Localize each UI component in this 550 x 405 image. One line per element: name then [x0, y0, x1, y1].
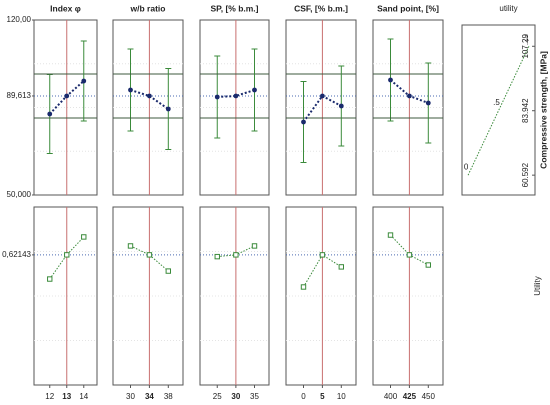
x-tick-label: 34 — [145, 392, 154, 401]
point — [127, 243, 134, 249]
point — [233, 93, 239, 99]
x-tick-label: 30 — [126, 392, 135, 401]
panel-title: Sand point, [%] — [377, 3, 439, 13]
x-tick-label: 12 — [45, 392, 54, 401]
x-tick-label: 38 — [164, 392, 173, 401]
x-tick-label: 13 — [62, 392, 71, 401]
point — [147, 93, 152, 99]
utility-line — [49, 236, 85, 280]
point — [387, 232, 394, 238]
panel — [112, 206, 184, 386]
panel-title: w/b ratio — [130, 3, 166, 13]
x-tick-label: 400 — [384, 392, 398, 401]
panel-title: CSF, [% b.m.] — [294, 3, 348, 13]
point — [319, 252, 326, 258]
utility-level-label: .5 — [493, 98, 500, 107]
panel — [33, 206, 98, 386]
y-tick-label: 89,613 — [7, 91, 32, 100]
x-tick-label: 14 — [79, 392, 88, 401]
point — [251, 243, 258, 249]
utility-level-label: 0 — [464, 162, 469, 171]
panel — [199, 19, 270, 196]
x-tick-label: 450 — [422, 392, 436, 401]
x-tick-label: 10 — [337, 392, 346, 401]
y-tick-label: 0,62143 — [2, 250, 31, 259]
point — [165, 106, 171, 112]
y-tick-label: 120,00 — [7, 15, 32, 24]
point — [252, 87, 257, 93]
point — [320, 93, 325, 99]
point — [64, 252, 70, 258]
utility-ylabel: Compressive strength, [MPa] — [538, 51, 548, 169]
point — [233, 252, 239, 258]
point — [214, 253, 220, 260]
y-tick-label: 107.29 — [521, 33, 530, 58]
utility-panel — [461, 24, 536, 196]
point — [146, 252, 153, 258]
panel — [33, 19, 98, 196]
x-tick-label: 35 — [250, 392, 259, 401]
x-tick-label: 0 — [301, 392, 306, 401]
point — [338, 264, 345, 270]
x-tick-label: 30 — [231, 392, 240, 401]
utility-title: utility — [499, 4, 517, 13]
point — [165, 268, 172, 274]
y-tick-label: 50,000 — [7, 190, 32, 199]
utility-level-label: 1 — [525, 33, 530, 42]
point — [406, 252, 413, 258]
x-tick-label: 5 — [320, 392, 325, 401]
point — [300, 284, 307, 290]
point — [47, 276, 53, 282]
point — [388, 77, 393, 83]
point — [301, 119, 306, 125]
point — [425, 100, 431, 106]
point — [81, 78, 87, 84]
x-tick-label: 425 — [403, 392, 417, 401]
panel — [372, 19, 444, 196]
point — [338, 103, 344, 109]
point — [425, 262, 432, 268]
y-tick-label: 83.942 — [521, 98, 530, 123]
point — [81, 234, 87, 240]
row-label: Utility — [533, 276, 542, 296]
panel — [285, 206, 357, 386]
x-tick-label: 25 — [213, 392, 222, 401]
panel — [199, 206, 270, 386]
point — [47, 111, 53, 117]
panel — [285, 19, 357, 196]
panel — [112, 19, 184, 196]
point — [214, 94, 220, 100]
point — [407, 93, 412, 99]
panel-title: Index φ — [50, 3, 81, 13]
utility-line — [130, 245, 169, 272]
point — [128, 87, 133, 93]
panel — [372, 206, 444, 386]
panel-title: SP, [% b.m.] — [210, 3, 258, 13]
y-tick-label: 60.592 — [521, 162, 530, 187]
point — [64, 93, 70, 99]
